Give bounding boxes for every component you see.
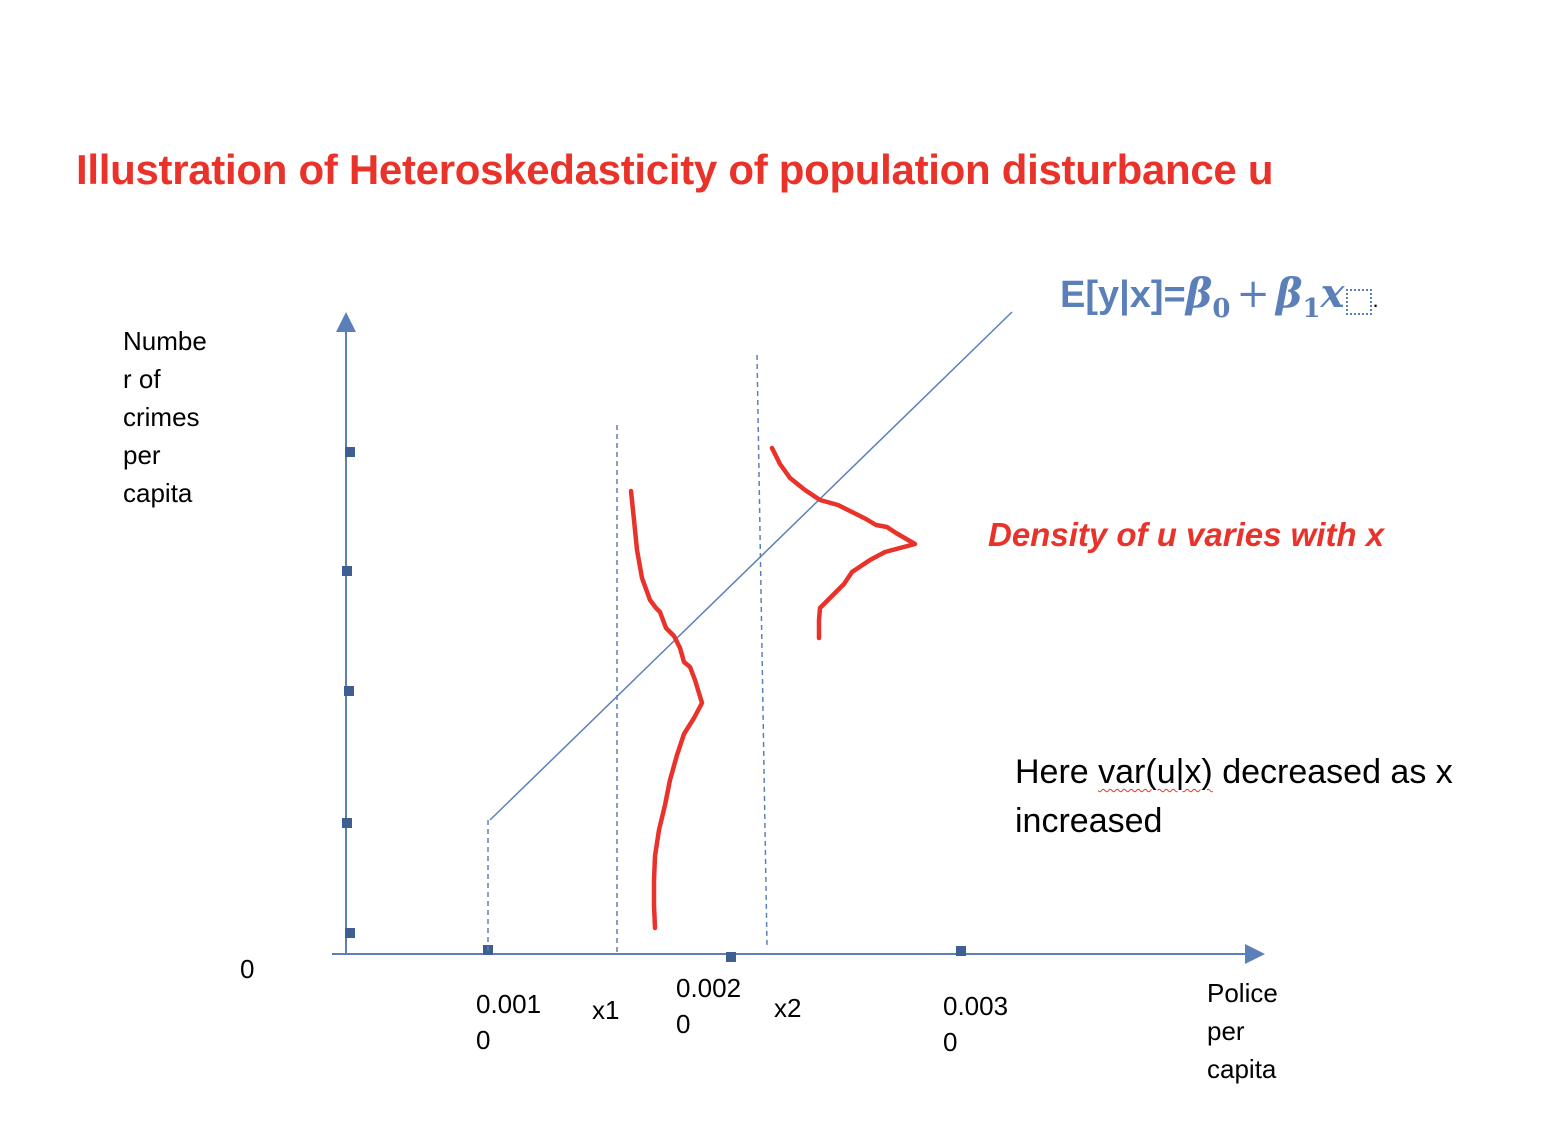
x-tick-label-0030: 0.003 0 [943,991,1009,1057]
y-axis-marker [342,566,352,576]
x-axis-label: Police per capita [1207,978,1278,1084]
beta1-symbol: β1x [1275,270,1345,324]
y-axis-marker [342,818,352,828]
y-axis-marker [345,928,355,938]
placeholder-box-icon [1346,289,1373,315]
equation-lhs: E[y|x]= [1060,274,1186,316]
y-axis-label: Numbe r of crimes per capita [123,326,207,508]
y-axis-marker [344,686,354,696]
x-tick-label-x2: x2 [774,993,802,1023]
dashed-guide-x2 [756,354,768,947]
plus-sign: + [1236,271,1270,317]
regression-line [489,311,1013,821]
x-tick-label-x1: x1 [592,995,620,1025]
equation-period: . [1372,287,1379,312]
density-curve-x1 [628,488,705,931]
origin-label: 0 [240,954,255,984]
x-tick-label-0020: 0.002 0 [676,973,742,1039]
variance-note: Here var(u|x) decreased as x increased [1015,753,1453,840]
density-label: Density of u varies with x [988,516,1385,553]
x-axis-marker [956,946,966,956]
variance-term: var(u|x) [1098,753,1213,791]
beta0-symbol: β0 [1185,270,1231,324]
x-axis-marker [726,952,736,962]
slide-title: Illustration of Heteroskedasticity of po… [76,146,1274,193]
y-axis-marker [345,447,355,457]
density-curve-x2 [769,445,918,641]
regression-equation: E[y|x]=β0 + β1x. [1060,270,1379,324]
x-tick-label-0010: 0.001 0 [476,989,542,1055]
